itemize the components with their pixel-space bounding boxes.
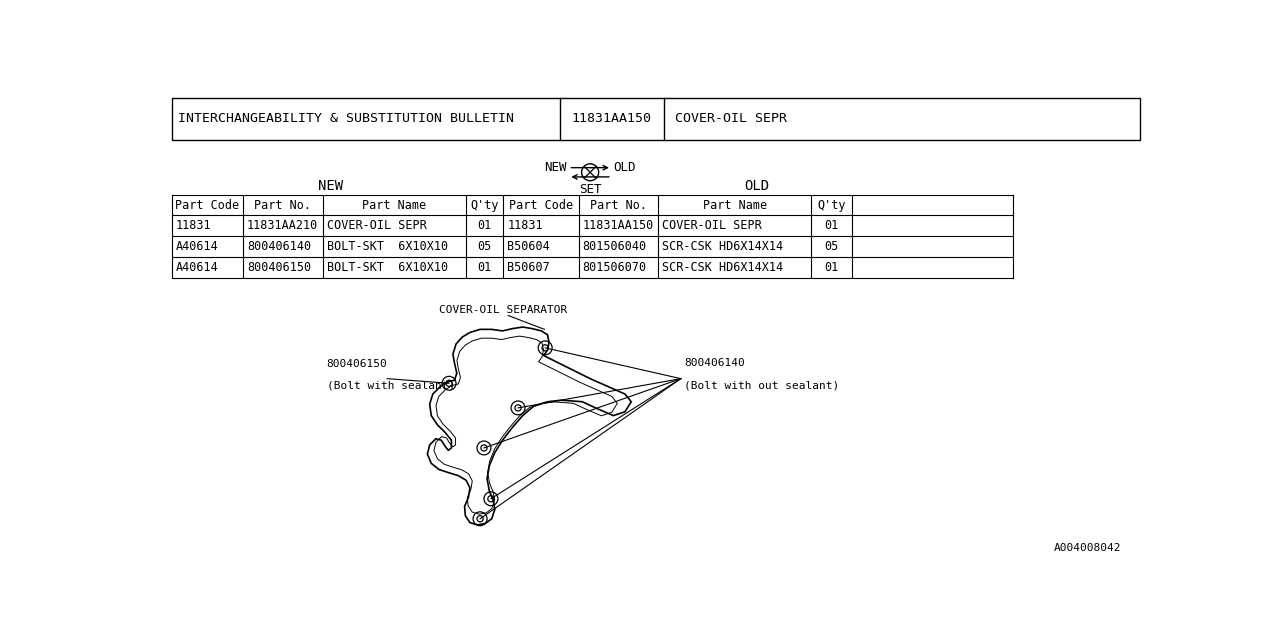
- Text: 800406150: 800406150: [247, 261, 311, 274]
- Text: 01: 01: [477, 261, 492, 274]
- Text: B50607: B50607: [507, 261, 550, 274]
- Text: B50604: B50604: [507, 240, 550, 253]
- Text: SET: SET: [579, 182, 602, 196]
- Text: A004008042: A004008042: [1053, 543, 1121, 553]
- Text: Part Code: Part Code: [175, 198, 239, 211]
- Text: BOLT-SKT  6X10X10: BOLT-SKT 6X10X10: [326, 261, 448, 274]
- Text: 800406140: 800406140: [684, 358, 745, 368]
- Text: OLD: OLD: [613, 161, 636, 174]
- Text: Part No.: Part No.: [255, 198, 311, 211]
- Text: 05: 05: [824, 240, 838, 253]
- Text: 800406150: 800406150: [326, 360, 388, 369]
- Text: COVER-OIL SEPARATOR: COVER-OIL SEPARATOR: [439, 305, 567, 316]
- Text: NEW: NEW: [544, 161, 567, 174]
- Text: Part Code: Part Code: [509, 198, 573, 211]
- Text: A40614: A40614: [175, 240, 219, 253]
- Text: 801506040: 801506040: [582, 240, 646, 253]
- Text: BOLT-SKT  6X10X10: BOLT-SKT 6X10X10: [326, 240, 448, 253]
- Text: Part Name: Part Name: [703, 198, 767, 211]
- Text: COVER-OIL SEPR: COVER-OIL SEPR: [676, 112, 787, 125]
- Text: Part Name: Part Name: [362, 198, 426, 211]
- Text: (Bolt with sealant): (Bolt with sealant): [326, 380, 454, 390]
- Bar: [172, 97, 1140, 140]
- Text: SCR-CSK HD6X14X14: SCR-CSK HD6X14X14: [662, 261, 783, 274]
- Text: INTERCHANGEABILITY & SUBSTITUTION BULLETIN: INTERCHANGEABILITY & SUBSTITUTION BULLET…: [178, 112, 513, 125]
- Text: Part No.: Part No.: [590, 198, 646, 211]
- Text: 11831AA150: 11831AA150: [572, 112, 652, 125]
- Text: 11831AA150: 11831AA150: [582, 220, 654, 232]
- Text: COVER-OIL SEPR: COVER-OIL SEPR: [326, 220, 426, 232]
- Text: NEW: NEW: [317, 179, 343, 193]
- Text: 11831: 11831: [175, 220, 211, 232]
- Text: 801506070: 801506070: [582, 261, 646, 274]
- Text: Q'ty: Q'ty: [471, 198, 499, 211]
- Text: OLD: OLD: [744, 179, 769, 193]
- Text: 01: 01: [477, 220, 492, 232]
- Text: COVER-OIL SEPR: COVER-OIL SEPR: [662, 220, 762, 232]
- Text: Q'ty: Q'ty: [818, 198, 846, 211]
- Text: (Bolt with out sealant): (Bolt with out sealant): [684, 380, 840, 390]
- Text: 01: 01: [824, 261, 838, 274]
- Text: 800406140: 800406140: [247, 240, 311, 253]
- Text: 11831AA210: 11831AA210: [247, 220, 317, 232]
- Text: 01: 01: [824, 220, 838, 232]
- Text: SCR-CSK HD6X14X14: SCR-CSK HD6X14X14: [662, 240, 783, 253]
- Text: 05: 05: [477, 240, 492, 253]
- Text: A40614: A40614: [175, 261, 219, 274]
- Text: 11831: 11831: [507, 220, 543, 232]
